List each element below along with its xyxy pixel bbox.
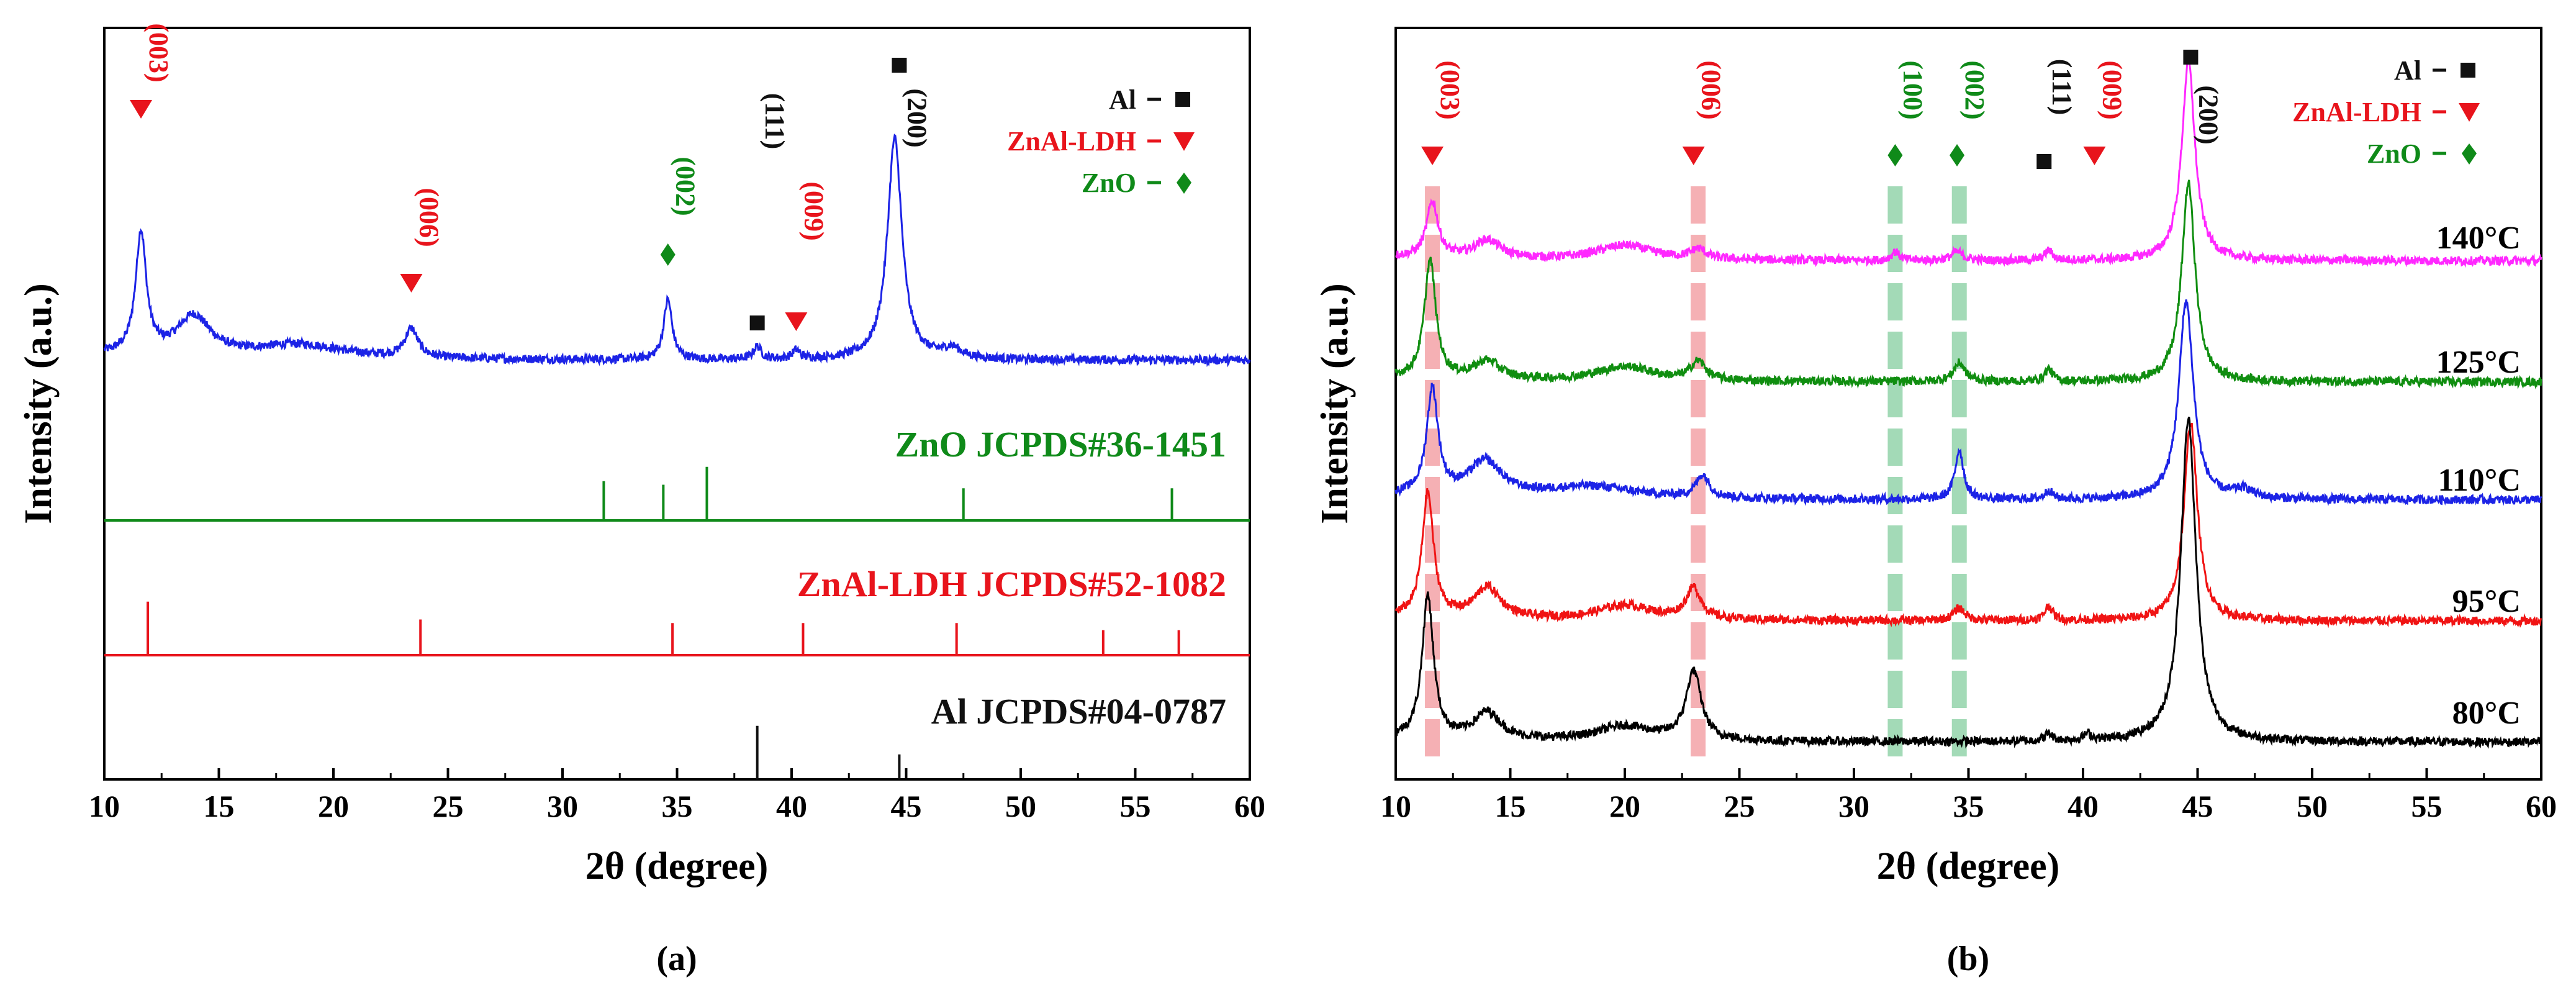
square-marker-icon <box>749 315 765 330</box>
down-triangle-marker-icon <box>130 100 153 119</box>
panel-b-tick-label: 55 <box>2411 789 2443 823</box>
panel-b-label: (b) <box>1947 940 1989 978</box>
series-label-125: 125°C <box>2436 345 2521 380</box>
square-marker-icon <box>2036 154 2052 169</box>
legend-a-zno: ZnO <box>1082 168 1136 198</box>
diamond-marker-icon <box>660 243 676 266</box>
series-label-80: 80°C <box>2452 696 2521 731</box>
diamond-marker-icon <box>1887 144 1903 166</box>
legend-a-square-icon <box>1175 92 1190 107</box>
panel-a-tick-label: 55 <box>1120 789 1151 823</box>
panel-b-plot-area <box>1394 55 2542 749</box>
annotation-006: (006) <box>1696 60 1727 119</box>
panel-b-x-ticks: 10 15 20 25 30 35 40 45 50 55 60 <box>1380 768 2557 823</box>
legend-b-ldh: ZnAl-LDH <box>2292 97 2421 127</box>
annotation-100: (100) <box>1897 60 1928 119</box>
annotation-009: (009) <box>2097 60 2127 119</box>
panel-a-label: (a) <box>656 940 697 978</box>
panel-b-tick-label: 15 <box>1495 789 1526 823</box>
series-line-a <box>103 134 1251 368</box>
panel-b-xlabel: 2θ (degree) <box>1877 845 2060 887</box>
down-triangle-marker-icon <box>2083 147 2106 165</box>
down-triangle-marker-icon <box>1682 147 1705 165</box>
panel-b-ylabel: Intensity (a.u.) <box>1314 283 1356 524</box>
series-label-110: 110°C <box>2438 463 2521 498</box>
panel-a-tick-label: 40 <box>776 789 807 823</box>
panel-b-tick-label: 35 <box>1953 789 1984 823</box>
panel-b-tick-label: 10 <box>1380 789 1411 823</box>
square-marker-icon <box>2183 50 2199 65</box>
panel-b-series-labels: 140°C 125°C 110°C 95°C 80°C <box>2436 220 2521 731</box>
panel-b-tick-label: 60 <box>2526 789 2557 823</box>
legend-a-al: Al <box>1109 84 1136 115</box>
diamond-marker-icon <box>1950 144 1965 166</box>
annotation-200: (200) <box>902 88 932 147</box>
panel-a-tick-label: 20 <box>318 789 349 823</box>
series-line-125 <box>1394 179 2542 390</box>
panel-a-tick-label: 60 <box>1234 789 1265 823</box>
panel-a-tick-label: 15 <box>204 789 235 823</box>
panel-b-tick-label: 40 <box>2068 789 2099 823</box>
series-line-140 <box>1395 55 2542 268</box>
down-triangle-marker-icon <box>785 312 808 331</box>
annotation-111: (111) <box>2046 59 2077 115</box>
annotation-003: (003) <box>1435 60 1465 119</box>
legend-b-zno: ZnO <box>2367 138 2421 169</box>
panel-a-tick-label: 45 <box>891 789 922 823</box>
ref-al-label: Al JCPDS#04-0787 <box>931 691 1226 732</box>
ref-ldh-label: ZnAl-LDH JCPDS#52-1082 <box>797 564 1226 604</box>
annotation-003: (003) <box>143 23 174 82</box>
annotation-002: (002) <box>1959 60 1990 119</box>
annotation-002: (002) <box>671 157 701 215</box>
series-label-140: 140°C <box>2436 220 2521 256</box>
panel-b: 10 15 20 25 30 35 40 45 50 55 60 Intensity (a.u.) … <box>1314 27 2557 978</box>
square-marker-icon <box>892 58 907 73</box>
series-line-80 <box>1394 416 2542 749</box>
legend-a-triangle-icon <box>1173 132 1195 151</box>
panel-a-peak-annotations: (003) (006) (002) (111) (009) (200) <box>130 23 932 331</box>
panel-a-tick-label: 10 <box>89 789 120 823</box>
ref-zno-label: ZnO JCPDS#36-1451 <box>895 424 1226 465</box>
down-triangle-marker-icon <box>1421 147 1444 165</box>
panel-a-plot-area <box>103 134 1251 779</box>
legend-b-diamond-icon <box>2462 143 2477 165</box>
legend-b-al: Al <box>2394 55 2421 86</box>
annotation-009: (009) <box>798 181 829 240</box>
panel-a-tick-label: 25 <box>433 789 464 823</box>
series-label-95: 95°C <box>2452 584 2521 619</box>
series-line-95 <box>1394 421 2542 628</box>
panel-a-tick-label: 35 <box>662 789 693 823</box>
series-line-110 <box>1394 299 2542 506</box>
panel-b-tick-label: 45 <box>2182 789 2213 823</box>
legend-b-square-icon <box>2461 63 2475 78</box>
annotation-200: (200) <box>2193 85 2223 144</box>
legend-a-ldh: ZnAl-LDH <box>1007 126 1136 157</box>
down-triangle-marker-icon <box>400 274 423 293</box>
panel-b-tick-label: 25 <box>1724 789 1755 823</box>
panel-b-tick-label: 50 <box>2297 789 2328 823</box>
annotation-006: (006) <box>414 188 444 247</box>
legend-a-diamond-icon <box>1177 173 1191 194</box>
panel-a-legend: Al ZnAl-LDH ZnO <box>1007 84 1195 198</box>
panel-a-tick-label: 30 <box>547 789 578 823</box>
panel-b-tick-label: 20 <box>1609 789 1640 823</box>
panel-a-tick-label: 50 <box>1005 789 1036 823</box>
panel-a-x-ticks: 10 15 20 25 30 35 40 45 50 55 60 <box>89 768 1265 823</box>
panel-a-xlabel: 2θ (degree) <box>585 845 769 887</box>
panel-a-ylabel: Intensity (a.u.) <box>17 283 60 524</box>
panel-b-tick-label: 30 <box>1838 789 1869 823</box>
legend-b-triangle-icon <box>2459 103 2480 122</box>
panel-b-legend: Al ZnAl-LDH ZnO <box>2292 55 2480 169</box>
panel-b-highlight-bands <box>1425 186 1967 767</box>
annotation-111: (111) <box>760 93 790 149</box>
panel-a: 10 15 20 25 30 35 40 45 50 55 60 Intensity (a.u.) … <box>17 23 1265 978</box>
panel-b-peak-annotations: (003) (006) (100) (002) (111) (009) (200) <box>1421 50 2223 169</box>
